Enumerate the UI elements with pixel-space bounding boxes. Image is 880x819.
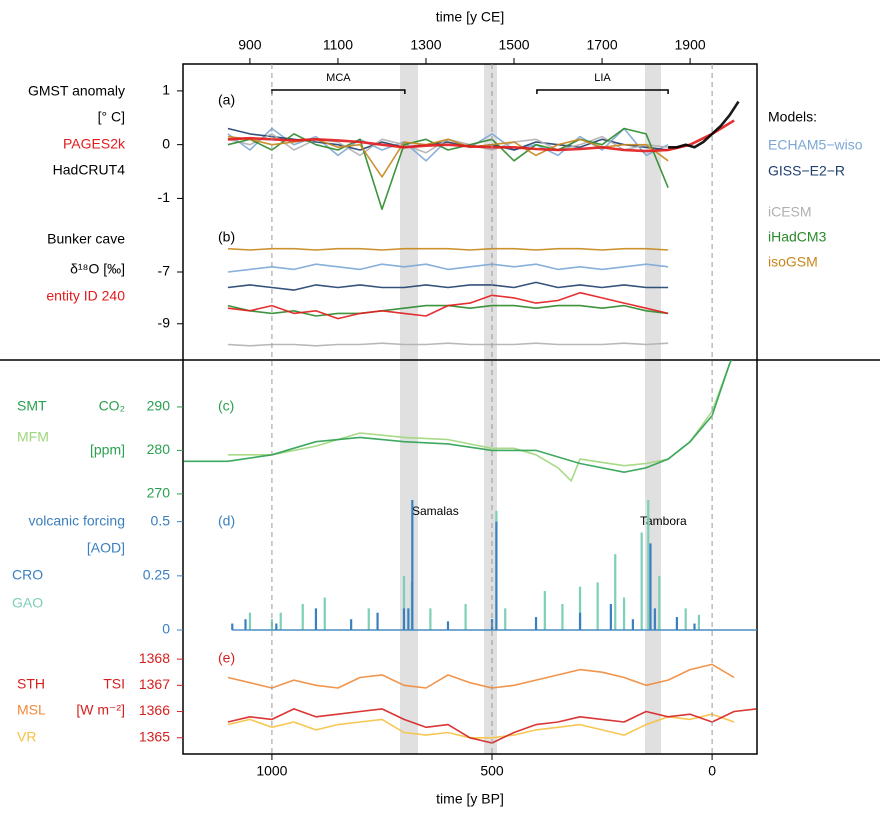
period-label: LIA [594,72,611,84]
label: δ¹⁸O [‰] [70,261,125,277]
x-tick-label: 0 [708,763,716,779]
panel-label: (b) [218,229,235,245]
panel [227,247,669,347]
series-line [227,291,669,320]
panel [183,360,733,482]
y-tick-label: 290 [147,398,171,414]
label: GMST anomaly [28,83,125,99]
label: TSI [103,676,125,692]
label: iCESM [768,204,812,220]
label: Models: [768,109,817,125]
x2-tick-label: 900 [238,37,262,53]
label: HadCRUT4 [53,162,126,178]
x2-tick-label: 1100 [323,37,353,53]
x-tick-label: 1000 [256,763,287,779]
y-tick-label: -7 [158,263,171,279]
label: [ppm] [90,442,125,458]
shade [400,64,418,754]
label: iHadCM3 [768,229,827,245]
shade [484,64,497,754]
y-tick-label: 0.25 [143,567,170,583]
label: STH [17,676,45,692]
label: CRO [12,567,43,583]
y-tick-label: 1367 [139,676,170,692]
label: [AOD] [87,540,125,556]
y-tick-label: 280 [147,441,171,457]
x2-tick-label: 1300 [410,37,441,53]
label: SMT [17,398,47,414]
series-line [227,663,735,689]
y-tick-label: 1368 [139,650,170,666]
panel [227,100,740,210]
label: MSL [17,702,46,718]
series-line [227,304,669,317]
panel-label: (d) [218,513,235,529]
label: CO₂ [99,398,125,414]
label: volcanic forcing [29,513,126,529]
panel [231,500,757,631]
shade [645,64,661,754]
series-line [183,360,733,473]
series-line [227,342,669,347]
series-line [227,263,669,273]
series-line [227,119,735,153]
series-line [668,100,740,149]
annotation: Tambora [640,514,687,528]
panel-label: (a) [218,92,235,108]
y-tick-label: 1 [162,82,170,98]
y-tick-label: 270 [147,485,171,501]
panel-label: (e) [218,650,235,666]
series-line [227,713,735,739]
label: GISS−E2−R [768,163,845,179]
series-line [227,247,669,251]
series-line [227,281,669,291]
y-tick-label: 0 [162,135,170,151]
label: [° C] [98,109,125,125]
period-bracket [536,89,669,94]
label: Bunker cave [47,231,125,247]
label: isoGSM [768,254,818,270]
y-tick-label: 0 [162,621,170,637]
y-tick-label: 1366 [139,702,170,718]
x-axis-title: time [y BP] [436,791,504,807]
period-bracket [271,89,406,94]
period-label: MCA [326,72,351,84]
y-tick-label: -1 [158,189,171,205]
series-line [227,127,669,210]
y-tick-label: 0.5 [151,512,171,528]
y-tick-label: 1365 [139,728,170,744]
panel-label: (c) [218,398,234,414]
label: [W m⁻²] [76,702,125,718]
annotation: Samalas [412,504,459,518]
label: PAGES2k [63,136,126,152]
label: GAO [12,595,43,611]
x2-tick-label: 1700 [586,37,617,53]
x2-axis-title: time [y CE] [436,9,504,25]
x2-tick-label: 1900 [675,37,706,53]
label: ECHAM5−wiso [768,137,863,153]
label: entity ID 240 [46,288,125,304]
y-tick-label: -9 [158,314,171,330]
label: VR [17,729,36,745]
x2-tick-label: 1500 [498,37,529,53]
label: MFM [17,429,49,445]
frame [182,63,758,755]
x-tick-label: 500 [480,763,504,779]
